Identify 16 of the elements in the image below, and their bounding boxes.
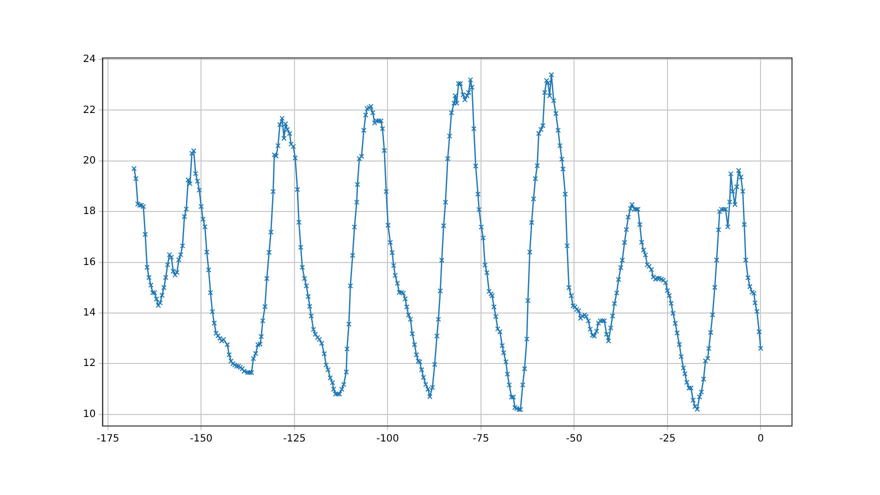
x-tick-label: -125	[283, 434, 306, 445]
x-tick-label: -150	[190, 434, 213, 445]
x-tick-label: -50	[566, 434, 582, 445]
y-tick-label: 18	[82, 206, 96, 218]
y-tick-label: 22	[82, 104, 96, 116]
y-tick-label: 12	[82, 358, 96, 370]
x-tick-label: -25	[659, 434, 676, 445]
y-tick-label: 14	[82, 308, 96, 319]
y-tick-label: 16	[82, 256, 96, 268]
x-tick-label: -100	[376, 434, 400, 445]
y-tick-label: 24	[82, 54, 96, 66]
x-tick-label: -175	[96, 434, 120, 445]
y-tick-label: 20	[82, 155, 96, 166]
x-tick-label: -75	[472, 434, 490, 445]
y-tick-label: 10	[82, 408, 96, 420]
x-tick-label: 0	[757, 434, 764, 445]
